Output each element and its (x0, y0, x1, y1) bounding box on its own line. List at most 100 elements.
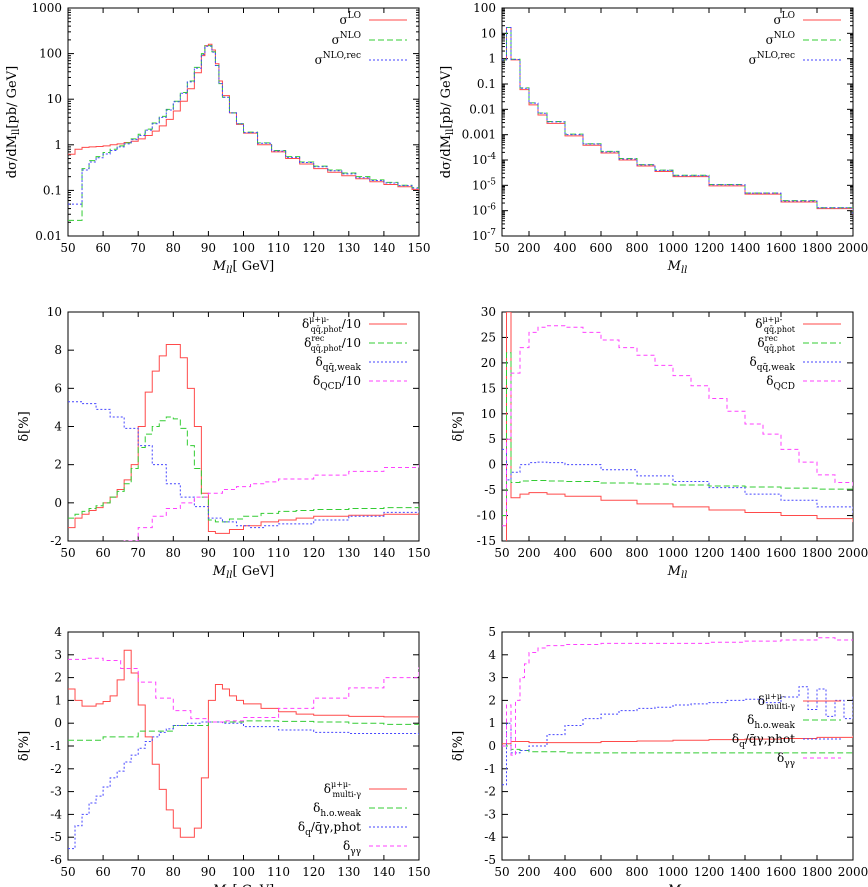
legend-label: δμ+μ-multi-γ (324, 780, 361, 799)
y-tick-label: 4 (488, 648, 496, 662)
y-tick-label: 0 (54, 496, 62, 510)
series-line-4 (502, 325, 853, 527)
x-tick-label: 90 (201, 865, 216, 879)
x-tick-label: 1800 (802, 241, 833, 255)
x-tick-label: 1400 (730, 865, 761, 879)
y-tick-label: 1 (488, 52, 496, 66)
y-tick-label: 3 (488, 671, 496, 685)
legend-label: δγγ (343, 839, 361, 857)
legend-label: δQCD (766, 374, 795, 392)
y-tick-label: 0.1 (43, 183, 62, 197)
y-tick-label: 100 (39, 47, 62, 61)
x-tick-label: 200 (518, 865, 541, 879)
y-tick-label: 2 (54, 671, 62, 685)
x-tick-label: 400 (554, 546, 577, 560)
series-line-1 (68, 343, 419, 534)
x-tick-label: 60 (95, 865, 110, 879)
panel-p5: 50 60 70 80 90 100 110 120 130 140 150-6-5-4-3-2-1… (17, 625, 430, 887)
x-tick-label: 90 (201, 241, 216, 255)
series-line-1 (68, 649, 419, 838)
legend-label: δμ+μ-qq̄,phot (755, 315, 796, 334)
y-tick-label: 1000 (31, 1, 62, 15)
x-tick-label: 50 (494, 546, 509, 560)
x-tick-label: 150 (408, 546, 431, 560)
y-tick-label: 5 (488, 625, 496, 639)
y-axis-label: dσ/dMll[pb/ GeV] (439, 66, 456, 178)
plot-frame (67, 7, 420, 237)
y-tick-label: 0.01 (35, 229, 62, 243)
y-tick-label: 25 (481, 330, 496, 344)
x-tick-label: 60 (95, 546, 110, 560)
x-tick-label: 70 (131, 865, 146, 879)
x-tick-label: 120 (302, 546, 325, 560)
y-tick-label: 0 (488, 458, 496, 472)
x-tick-label: 70 (131, 241, 146, 255)
y-tick-label: 15 (481, 381, 496, 395)
legend-label: σLO (339, 11, 361, 27)
x-tick-label: 140 (372, 546, 395, 560)
series-line-1 (502, 735, 853, 745)
x-tick-label: 50 (494, 241, 509, 255)
y-tick-label: -2 (484, 785, 496, 799)
x-axis-label: Mll (667, 883, 688, 887)
y-tick-label: 10-6 (472, 203, 496, 218)
legend-label: σNLO,rec (315, 51, 361, 67)
x-tick-label: 90 (201, 546, 216, 560)
y-tick-label: 2 (54, 458, 62, 472)
x-tick-label: 1000 (658, 865, 689, 879)
x-tick-label: 1000 (658, 546, 689, 560)
y-tick-label: -5 (484, 853, 496, 867)
series-line-4 (502, 637, 853, 756)
y-tick-label: 10-5 (472, 177, 496, 192)
y-tick-label: 10-4 (472, 152, 496, 167)
legend-label: δqq̄,weak (316, 355, 362, 373)
y-axis-label: δ[%] (17, 411, 32, 441)
x-tick-label: 800 (626, 865, 649, 879)
y-tick-label: 10-7 (472, 228, 496, 243)
series-group (68, 43, 419, 221)
x-tick-label: 80 (166, 865, 181, 879)
y-tick-label: 100 (473, 1, 496, 15)
x-tick-label: 50 (60, 241, 75, 255)
plot-frame (67, 631, 420, 861)
y-tick-label: -4 (484, 830, 496, 844)
legend-label: σNLO (332, 31, 361, 47)
series-line-2 (502, 745, 853, 754)
x-tick-label: 80 (166, 546, 181, 560)
series-line-1 (506, 312, 853, 541)
x-tick-label: 50 (60, 546, 75, 560)
y-tick-label: -10 (477, 509, 496, 523)
x-tick-label: 110 (267, 865, 290, 879)
legend-label: δrec qq̄,phot/10 (304, 334, 361, 353)
series-line-3 (502, 448, 853, 514)
series-line-2 (68, 720, 419, 741)
legend-label: δQCD/10 (313, 374, 361, 392)
x-tick-label: 130 (337, 546, 360, 560)
panel-p3: 50 60 70 80 90 100 110 120 130 140 150 -2 0 2 4 6 8 10 Mll… (17, 305, 430, 581)
series-line-2 (68, 416, 419, 523)
x-tick-label: 600 (590, 865, 613, 879)
panel-p2: 50 200 400 600 800 1000 1200 1400 1600 1800 200010… (439, 1, 868, 276)
x-axis-label: Mll[ GeV] (212, 883, 274, 887)
x-tick-label: 130 (337, 865, 360, 879)
legend-label: δγγ (777, 751, 795, 769)
x-tick-label: 150 (408, 865, 431, 879)
x-tick-label: 120 (302, 865, 325, 879)
x-tick-label: 120 (302, 241, 325, 255)
legend-label: δμ+μ-multi-γ (758, 692, 795, 711)
legend-label: δμ+μ-qq̄,phot/10 (302, 315, 361, 334)
x-tick-label: 70 (131, 546, 146, 560)
y-tick-label: -3 (484, 807, 496, 821)
x-tick-label: 1200 (694, 546, 725, 560)
x-tick-label: 1200 (694, 241, 725, 255)
y-tick-label: 2 (488, 693, 496, 707)
panel-p6: 50 200 400 600 800 1000 1200 1400 1600 1800 2000-5… (451, 625, 868, 887)
x-tick-label: 2000 (838, 546, 868, 560)
y-tick-label: 10 (481, 26, 496, 40)
legend-label: δrec qq̄,phot (757, 334, 795, 353)
y-tick-label: 0 (488, 739, 496, 753)
series-line-3 (502, 26, 853, 214)
x-tick-label: 1800 (802, 546, 833, 560)
y-tick-label: -15 (477, 534, 496, 548)
